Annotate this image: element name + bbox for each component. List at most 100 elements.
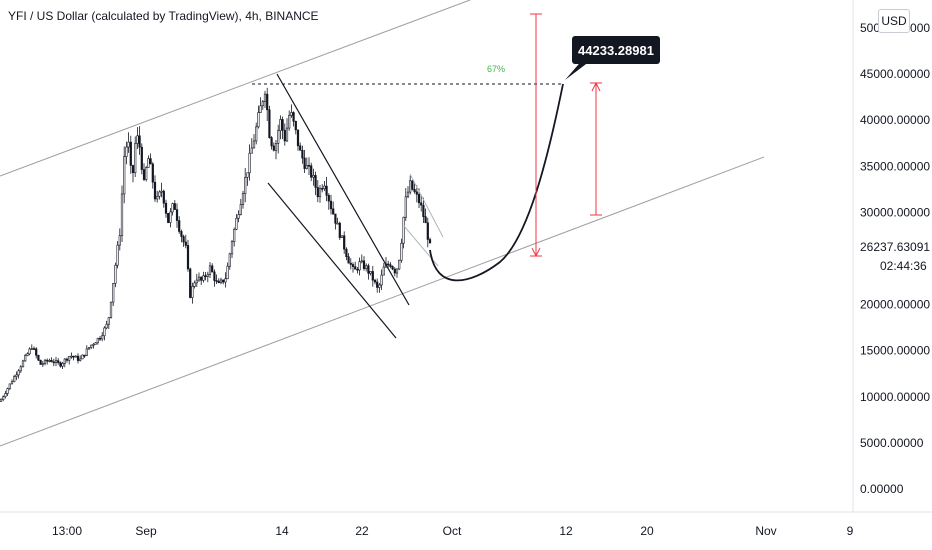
candle-body	[186, 245, 190, 270]
candle	[43, 358, 47, 366]
candle-body	[329, 200, 333, 210]
candle	[167, 212, 170, 224]
candlestick-series	[0, 87, 432, 402]
candle	[367, 263, 370, 280]
candle-body	[65, 358, 69, 361]
candle	[428, 237, 432, 244]
candle-body	[98, 337, 102, 340]
candle-body	[90, 344, 93, 348]
candle	[101, 332, 104, 342]
candle-body	[125, 146, 128, 157]
price-tick-label: 40000.00000	[860, 113, 930, 127]
candle	[422, 197, 425, 223]
candle-body	[79, 358, 82, 361]
candle	[173, 200, 176, 210]
candle-body	[87, 347, 91, 350]
candle-body	[395, 268, 399, 274]
candle	[241, 190, 245, 209]
candle	[136, 127, 139, 150]
candle	[230, 239, 234, 258]
candle	[255, 122, 258, 145]
candle-body	[343, 235, 346, 250]
candle-body	[164, 202, 168, 214]
candle	[0, 398, 3, 402]
candle-body	[228, 253, 231, 267]
candle-body	[145, 167, 148, 180]
candle	[270, 136, 273, 150]
candle-body	[277, 130, 280, 144]
candle-body	[8, 383, 11, 389]
candle	[112, 283, 115, 307]
candle	[63, 357, 66, 368]
candle	[24, 353, 27, 362]
candle	[360, 254, 363, 264]
candle-body	[180, 231, 183, 237]
candle-body	[195, 279, 198, 284]
candle-body	[244, 177, 247, 194]
candle-body	[283, 129, 286, 142]
candle	[413, 183, 416, 194]
time-tick-label: 14	[275, 524, 289, 538]
candle-body	[50, 360, 53, 363]
candle	[404, 188, 407, 221]
candle	[380, 269, 383, 290]
price-tick-label: 35000.00000	[860, 159, 930, 173]
candle	[248, 144, 251, 181]
candle	[204, 271, 207, 281]
candle	[250, 138, 253, 154]
candle-body	[409, 180, 412, 193]
candle-body	[107, 317, 110, 325]
candle-body	[116, 244, 119, 266]
candle	[79, 355, 82, 362]
candle	[307, 157, 311, 176]
candle-body	[305, 164, 308, 169]
candle-body	[184, 241, 187, 246]
candle-body	[81, 354, 84, 360]
candle	[211, 263, 214, 273]
candle	[105, 320, 108, 330]
candle	[424, 208, 427, 224]
measure-arrowhead-right	[591, 81, 601, 92]
candle	[288, 110, 291, 131]
candle-body	[270, 137, 273, 147]
candle-body	[173, 203, 176, 210]
candle-body	[52, 361, 55, 364]
candle	[26, 352, 29, 357]
candle	[35, 347, 38, 359]
price-tick-label: 0.00000	[860, 482, 904, 496]
candle-body	[217, 280, 220, 283]
time-tick-label: 22	[355, 524, 369, 538]
candle-body	[114, 264, 117, 284]
candle	[10, 379, 14, 385]
candle	[351, 262, 355, 273]
candle	[246, 172, 249, 186]
candle	[158, 190, 161, 200]
candle	[296, 129, 300, 151]
candle	[235, 214, 238, 231]
candle	[202, 271, 205, 283]
candle-body	[417, 194, 421, 204]
chart-title: YFI / US Dollar (calculated by TradingVi…	[8, 9, 319, 23]
target-callout-box	[572, 36, 660, 64]
candle	[131, 164, 135, 183]
candle-body	[10, 381, 14, 385]
candle-body	[41, 363, 44, 365]
price-tick-label: 30000.00000	[860, 205, 930, 219]
candle-body	[336, 222, 339, 225]
candle-body	[30, 348, 33, 350]
currency-button[interactable]: USD	[878, 9, 910, 33]
candle-body	[261, 101, 264, 107]
candle	[387, 260, 390, 268]
candle-body	[167, 212, 170, 223]
candle-body	[54, 360, 58, 363]
candle-body	[46, 359, 49, 362]
candle	[81, 354, 84, 360]
candle	[391, 265, 394, 271]
candle	[365, 263, 368, 272]
candle-body	[358, 261, 361, 271]
candle	[94, 342, 97, 345]
candle-body	[281, 119, 284, 131]
candle	[409, 175, 412, 195]
current-price-badge	[854, 238, 932, 273]
